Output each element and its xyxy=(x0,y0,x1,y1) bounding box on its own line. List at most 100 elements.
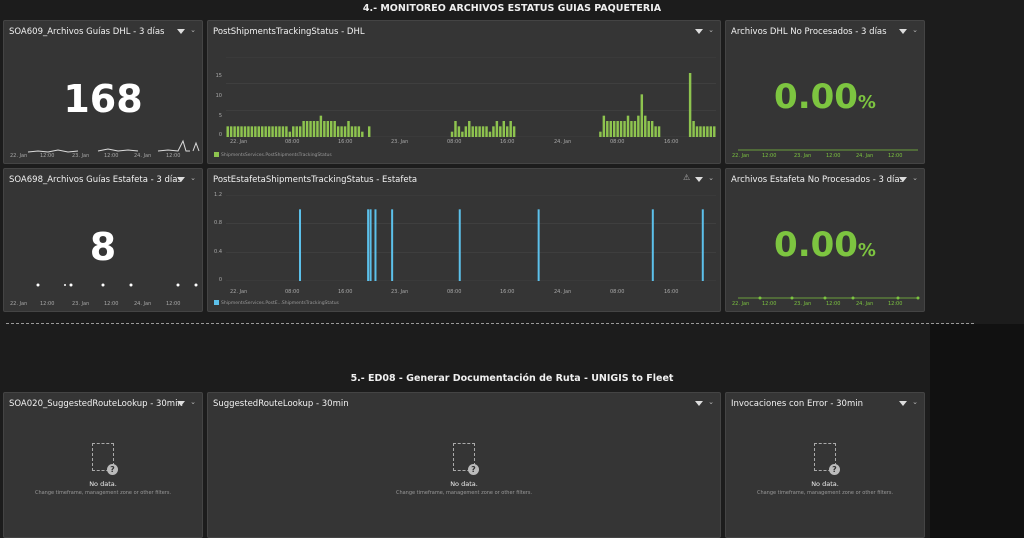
bar xyxy=(281,126,285,137)
bar xyxy=(243,126,247,137)
bar xyxy=(692,121,695,137)
filter-icon[interactable] xyxy=(177,28,186,34)
x-tick: 16:00 xyxy=(338,139,353,145)
x-tick: 22. Jan xyxy=(732,301,750,307)
bar xyxy=(257,126,261,137)
bar xyxy=(474,126,478,137)
bar xyxy=(292,126,295,137)
bar xyxy=(644,115,647,137)
warning-icon[interactable]: ⚠ xyxy=(682,173,691,182)
bar xyxy=(637,115,640,137)
filter-icon[interactable] xyxy=(695,28,704,34)
tile-soa609[interactable]: SOA609_Archivos Guías DHL - 3 días ⌄ 168… xyxy=(3,20,203,164)
chevron-down-icon[interactable]: ⌄ xyxy=(708,174,714,182)
empty-area xyxy=(930,324,1024,538)
no-data-hint: Change timeframe, management zone or oth… xyxy=(34,490,172,496)
tile-suggested-route[interactable]: SuggestedRouteLookup - 30min ⌄ ? No data… xyxy=(207,392,721,538)
filter-icon[interactable] xyxy=(177,400,186,406)
percent-unit: % xyxy=(857,92,876,113)
chevron-down-icon[interactable]: ⌄ xyxy=(190,26,196,34)
bar xyxy=(509,121,512,137)
bar xyxy=(343,126,347,137)
chevron-down-icon[interactable]: ⌄ xyxy=(190,174,196,182)
percent-value: 0.00% xyxy=(726,77,924,117)
bar xyxy=(367,126,371,137)
filter-icon[interactable] xyxy=(899,176,908,182)
bar xyxy=(633,121,637,137)
bar xyxy=(278,126,281,137)
x-tick: 23. Jan xyxy=(391,289,409,295)
no-data-text: No data. xyxy=(450,480,478,488)
tile-title: SOA698_Archivos Guías Estafeta - 3 días xyxy=(9,175,182,185)
section-title-4: 4.- MONITOREO ARCHIVOS ESTATUS GUIAS PAQ… xyxy=(362,3,662,14)
bar xyxy=(612,121,616,137)
bar xyxy=(699,126,702,137)
x-tick: 22. Jan xyxy=(230,289,248,295)
tile-title: SOA020_SuggestedRouteLookup - 30min xyxy=(9,399,183,409)
bar xyxy=(623,121,626,137)
percent-unit: % xyxy=(857,240,876,261)
x-tick: 12:00 xyxy=(40,153,55,159)
tile-title: Archivos Estafeta No Procesados - 3 días xyxy=(731,175,904,185)
tile-post-estafeta[interactable]: PostEstafetaShipmentsTrackingStatus - Es… xyxy=(207,168,721,312)
tile-estafeta-no-procesados[interactable]: Archivos Estafeta No Procesados - 3 días… xyxy=(725,168,925,312)
x-tick: 08:00 xyxy=(447,139,462,145)
filter-icon[interactable] xyxy=(899,28,908,34)
filter-icon[interactable] xyxy=(177,176,186,182)
bar xyxy=(274,126,278,137)
bar xyxy=(654,126,657,137)
bar xyxy=(236,126,240,137)
bar-chart-dhl xyxy=(226,57,716,137)
bar xyxy=(250,126,254,137)
legend-label: ShipmentsServices.PostShipmentsTrackingS… xyxy=(221,153,332,158)
chevron-down-icon[interactable]: ⌄ xyxy=(912,26,918,34)
no-data-icon: ? xyxy=(92,443,118,475)
filter-icon[interactable] xyxy=(695,400,704,406)
tile-soa698[interactable]: SOA698_Archivos Guías Estafeta - 3 días … xyxy=(3,168,203,312)
chevron-down-icon[interactable]: ⌄ xyxy=(912,398,918,406)
tile-soa020[interactable]: SOA020_SuggestedRouteLookup - 30min ⌄ ? … xyxy=(3,392,203,538)
bar xyxy=(240,126,243,137)
bar xyxy=(609,121,612,137)
sparkline xyxy=(738,296,920,300)
bar xyxy=(650,121,654,137)
x-tick: 23. Jan xyxy=(794,301,812,307)
tile-dhl-no-procesados[interactable]: Archivos DHL No Procesados - 3 días ⌄ 0.… xyxy=(725,20,925,164)
bar xyxy=(458,209,461,281)
x-tick: 16:00 xyxy=(338,289,353,295)
x-tick: 22. Jan xyxy=(10,301,28,307)
bar xyxy=(481,126,485,137)
bar xyxy=(537,209,540,281)
legend[interactable]: ShipmentsServices.PostShipmentsTrackingS… xyxy=(214,152,332,158)
x-tick: 08:00 xyxy=(447,289,462,295)
bar xyxy=(485,126,488,137)
filter-icon[interactable] xyxy=(899,400,908,406)
bar xyxy=(226,126,229,137)
bar xyxy=(713,126,716,137)
bar xyxy=(316,121,319,137)
legend[interactable]: ShipmentsServices.PostE...ShipmentsTrack… xyxy=(214,300,339,306)
bar-chart-estafeta xyxy=(226,195,716,281)
filter-icon[interactable] xyxy=(695,176,704,182)
chevron-down-icon[interactable]: ⌄ xyxy=(708,398,714,406)
section-title-5: 5.- ED08 - Generar Documentación de Ruta… xyxy=(350,373,674,384)
chevron-down-icon[interactable]: ⌄ xyxy=(708,26,714,34)
no-data-panel: ? No data. Change timeframe, management … xyxy=(208,443,720,496)
tile-title: SOA609_Archivos Guías DHL - 3 días xyxy=(9,27,165,37)
bar xyxy=(450,131,454,137)
y-tick: 10 xyxy=(215,93,222,99)
bar xyxy=(616,121,619,137)
chevron-down-icon[interactable]: ⌄ xyxy=(912,174,918,182)
sparkline xyxy=(738,149,918,151)
bar xyxy=(247,126,250,137)
chevron-down-icon[interactable]: ⌄ xyxy=(190,398,196,406)
bar xyxy=(369,209,372,281)
no-data-icon: ? xyxy=(814,443,840,475)
x-tick: 22. Jan xyxy=(732,153,750,159)
bar xyxy=(361,131,364,137)
tile-post-dhl[interactable]: PostShipmentsTrackingStatus - DHL ⌄ 15 1… xyxy=(207,20,721,164)
bar xyxy=(506,126,509,137)
tile-invocaciones-error[interactable]: Invocaciones con Error - 30min ⌄ ? No da… xyxy=(725,392,925,538)
bar xyxy=(288,131,292,137)
bar xyxy=(233,126,236,137)
